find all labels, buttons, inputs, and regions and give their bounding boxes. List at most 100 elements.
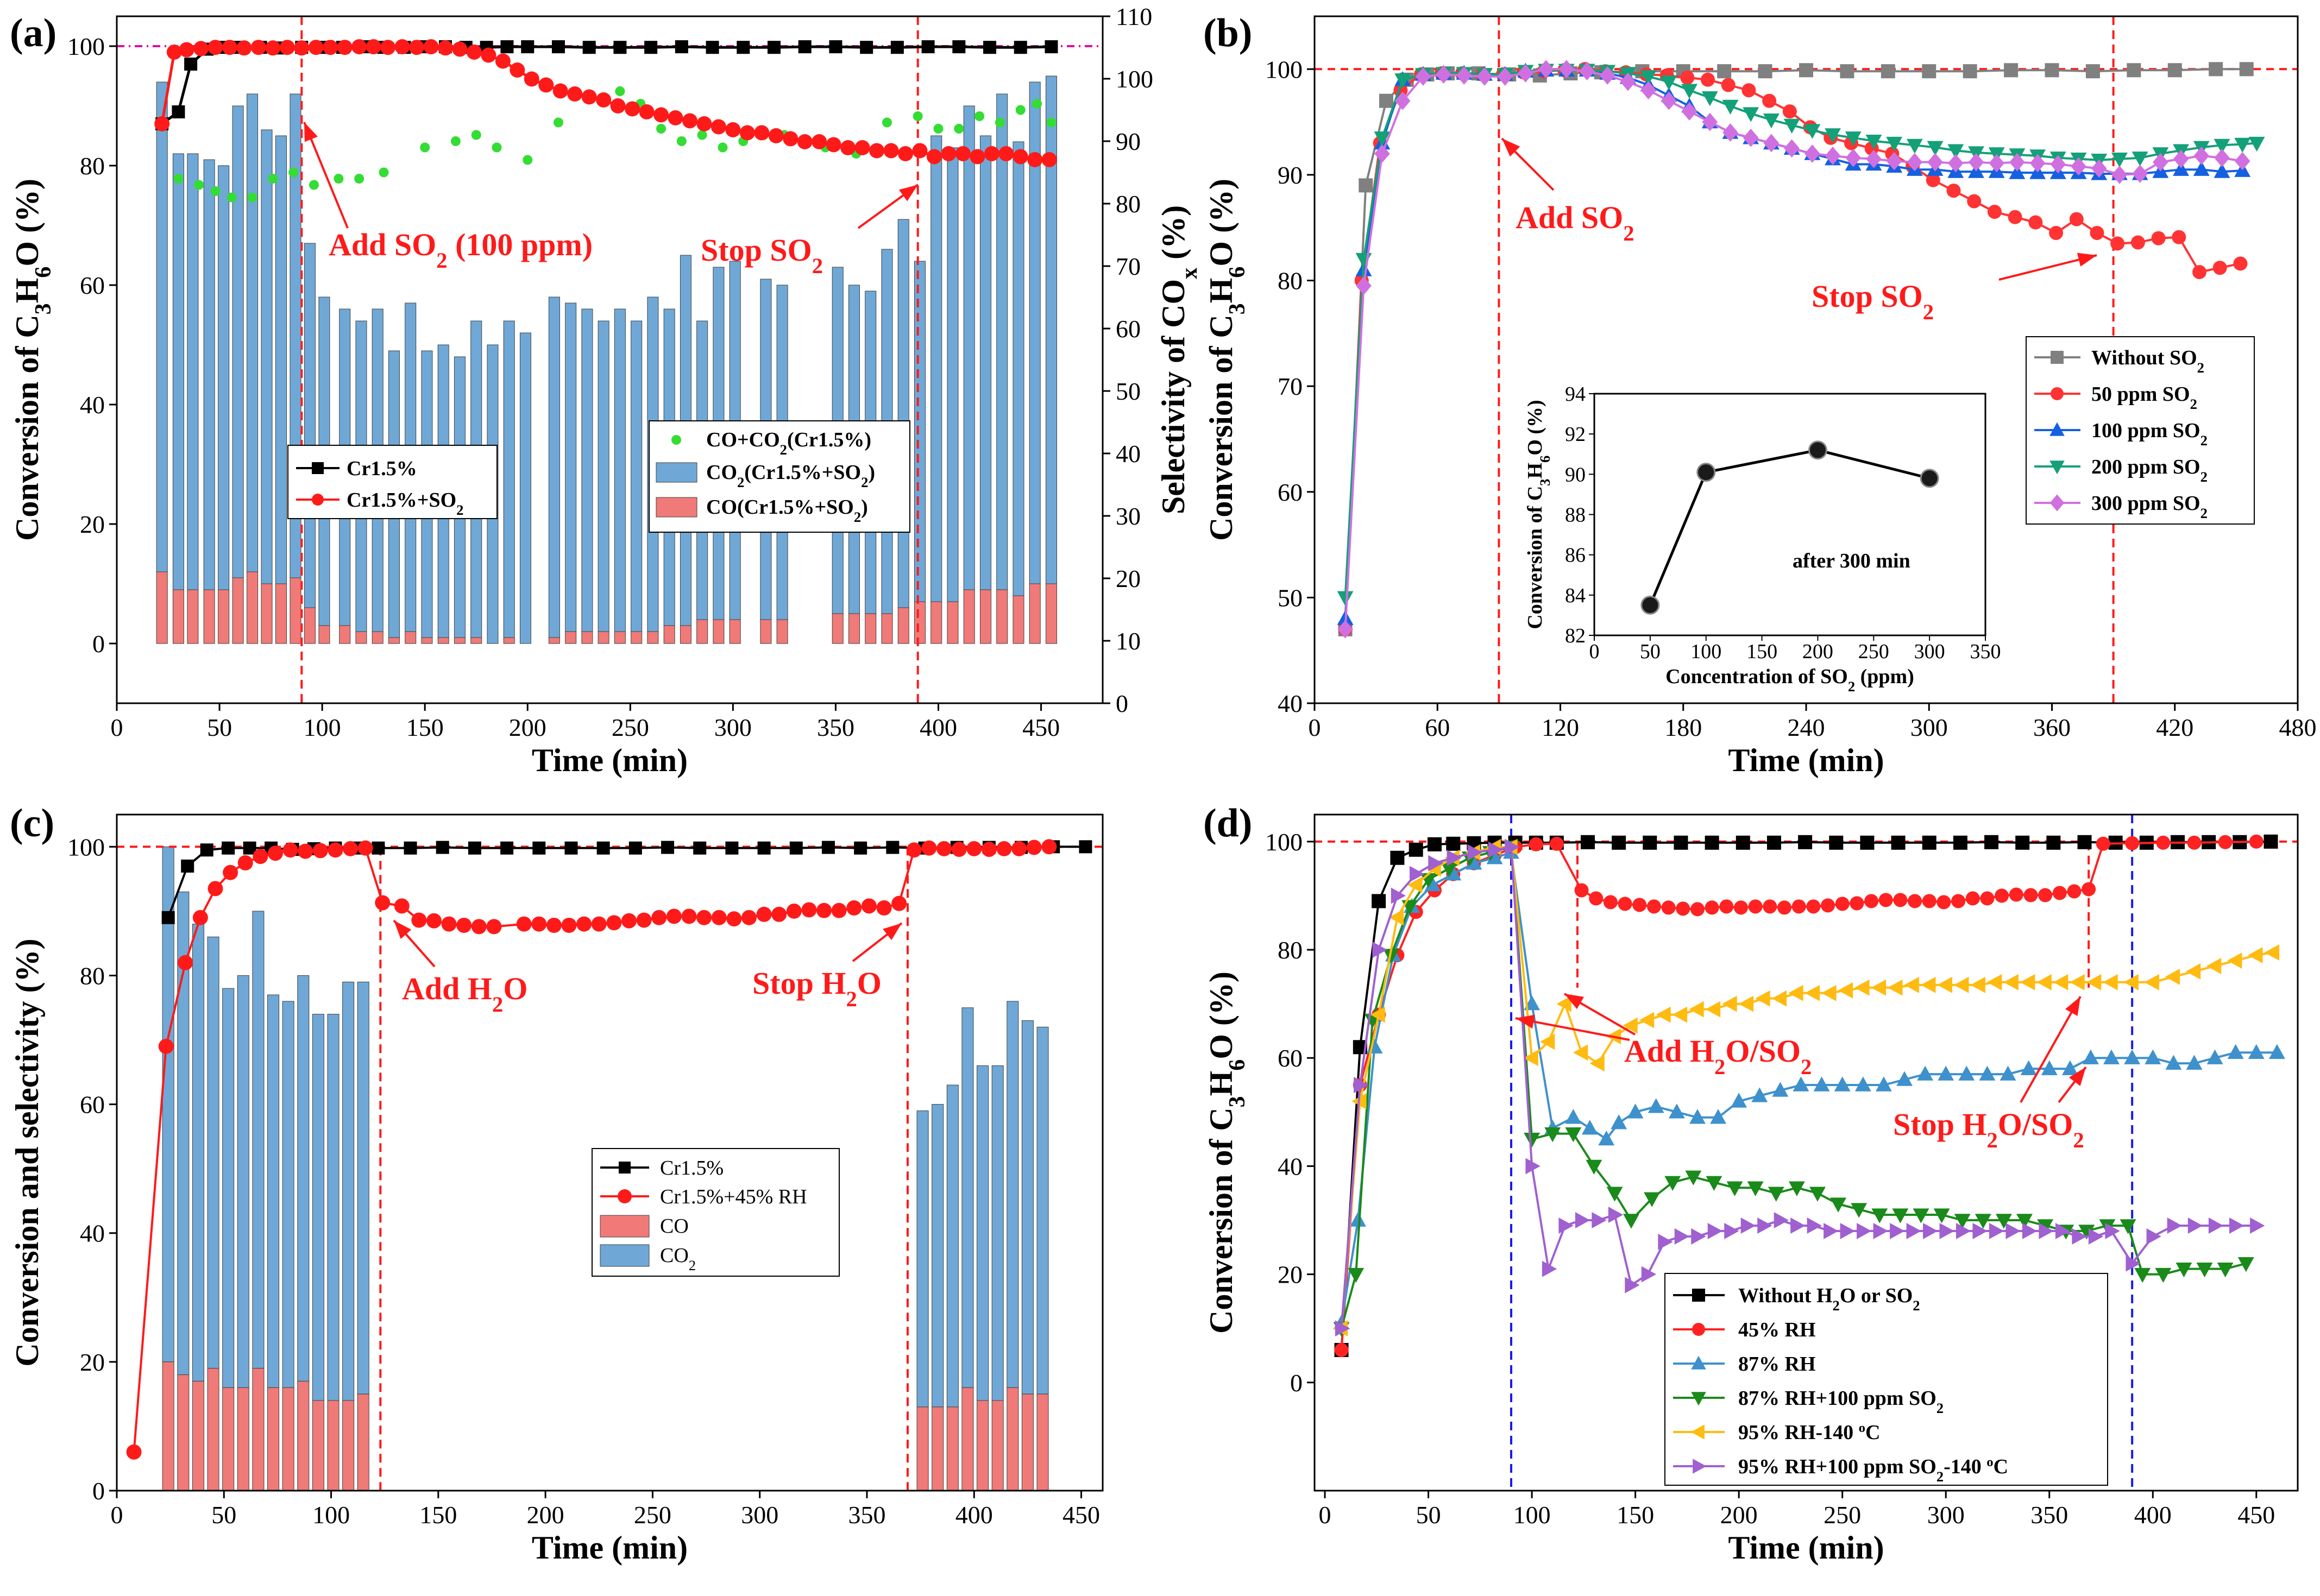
series-1-point: [1864, 894, 1879, 909]
series-5-point: [2146, 1228, 2161, 1245]
arrow-stop-so2-head: [2077, 253, 2097, 267]
series-4-point: [1407, 876, 1423, 893]
series-cr-rh-point: [771, 906, 787, 922]
co-bar: [421, 637, 433, 644]
series-2-point: [2041, 1060, 2058, 1075]
series-5-point: [1674, 1228, 1690, 1245]
series-0-point: [1705, 835, 1719, 850]
series-5-point: [1740, 1217, 1756, 1234]
series-1-point: [2038, 888, 2053, 903]
arrow-add-h2o-head: [394, 920, 412, 939]
x-axis-title: Time (min): [532, 742, 688, 778]
series-4-point: [2103, 974, 2118, 991]
coco2-point: [1046, 117, 1057, 128]
arrow-add-so2-head: [1502, 138, 1520, 157]
coco2-point: [450, 136, 461, 146]
series-4-point: [1620, 72, 1636, 91]
series-2-point: [2186, 1055, 2203, 1070]
series-5-point: [1354, 1077, 1369, 1093]
series-4-point: [1763, 134, 1780, 153]
co2-bar: [187, 153, 199, 590]
series-0-point: [1612, 835, 1626, 850]
co2-bar: [203, 159, 215, 590]
series-3-point: [2248, 136, 2265, 152]
series-cr-rh-point: [426, 913, 442, 929]
y-right-tick-label: 70: [1116, 253, 1141, 280]
series-2-point: [2193, 161, 2210, 176]
series-cr-rh-point: [621, 913, 637, 929]
series-4-point: [2071, 157, 2086, 176]
series-5-point: [1790, 1217, 1806, 1234]
series-4-point: [1722, 995, 1737, 1012]
series-cr-point: [952, 40, 966, 54]
series-4-point: [1573, 1044, 1588, 1061]
series-cr-so2-point: [797, 134, 813, 149]
series-3-point: [1804, 124, 1821, 139]
series-2-point: [1598, 1131, 1615, 1146]
inset-point: [1640, 595, 1660, 615]
arrow-stop-h2o-so2-1: [2058, 1066, 2087, 1103]
series-2-point: [2248, 1044, 2265, 1059]
y-right-tick-label: 40: [1116, 440, 1141, 468]
series-5-point: [2005, 1222, 2021, 1239]
series-1-point: [1690, 902, 1705, 917]
x-tick-label: 0: [111, 1501, 123, 1529]
coco2-point: [210, 186, 221, 196]
y-right-tick-label: 30: [1116, 502, 1141, 530]
series-0-point: [1736, 835, 1750, 850]
series-cr-point: [628, 841, 642, 855]
y-tick-label: 70: [1278, 373, 1303, 400]
series-5-point: [1840, 1222, 1855, 1239]
co-bar: [961, 1387, 974, 1491]
series-cr-rh-point: [1041, 839, 1057, 855]
co2-bar: [996, 93, 1008, 590]
series-cr-point: [706, 41, 719, 54]
series-3-point: [1606, 1187, 1623, 1202]
series-cr-so2-point: [394, 39, 410, 55]
series-4-point: [1771, 990, 1787, 1007]
legend-label: 100 ppm SO2: [2091, 419, 2208, 449]
series-3-point: [1954, 1214, 1971, 1229]
series-cr-rh-point: [666, 909, 682, 924]
series-3-point: [2155, 1267, 2172, 1283]
y-tick-label: 0: [92, 1477, 105, 1505]
co-bar: [275, 583, 287, 644]
annotation-add-h2o-so2: Add H2O/SO2: [1624, 1033, 1812, 1079]
series-cr-point: [372, 841, 385, 855]
series-cr-point: [468, 841, 481, 855]
co-bar: [405, 631, 417, 644]
series-5-point: [1939, 1222, 1954, 1239]
y-tick-label: 60: [80, 272, 105, 299]
series-4-point: [2206, 957, 2222, 974]
series-cr-rh-point: [681, 909, 697, 924]
series-cr-so2-point: [970, 149, 985, 165]
x-tick-label: 480: [2279, 714, 2317, 741]
coco2-point: [882, 117, 892, 128]
y-tick-label: 80: [80, 962, 105, 989]
co2-bar: [1007, 1001, 1019, 1388]
series-3-point: [1681, 84, 1698, 99]
series-0-point: [1390, 850, 1405, 865]
co-bar: [372, 631, 383, 644]
plot-frame: [116, 813, 1104, 1492]
y-tick-label: 100: [1265, 55, 1303, 83]
series-cr-so2-point: [380, 40, 396, 55]
series-1-point: [2082, 882, 2096, 897]
series-4-point: [1436, 65, 1451, 84]
series-1-point: [2067, 884, 2082, 899]
series-4-point: [1523, 1050, 1538, 1067]
co2-bar: [261, 129, 273, 584]
arrow-add-h2o-so2-1-shaft: [1515, 1017, 1630, 1041]
co2-bar: [1021, 1020, 1034, 1395]
x-tick-label: 450: [1022, 714, 1060, 741]
y-axis-title: Conversion and selectivity (%): [9, 938, 45, 1366]
series-1-point: [2156, 835, 2171, 850]
series-cr-point: [521, 40, 535, 54]
x-tick-label: 400: [955, 1501, 993, 1529]
series-1-point: [1806, 899, 1821, 914]
series-cr-rh-point: [636, 912, 652, 928]
co-bar: [252, 1368, 265, 1491]
legend-box: [287, 445, 498, 519]
arrow-add-h2o-so2-1: [1515, 1014, 1630, 1041]
series-5-point: [2187, 1217, 2203, 1234]
